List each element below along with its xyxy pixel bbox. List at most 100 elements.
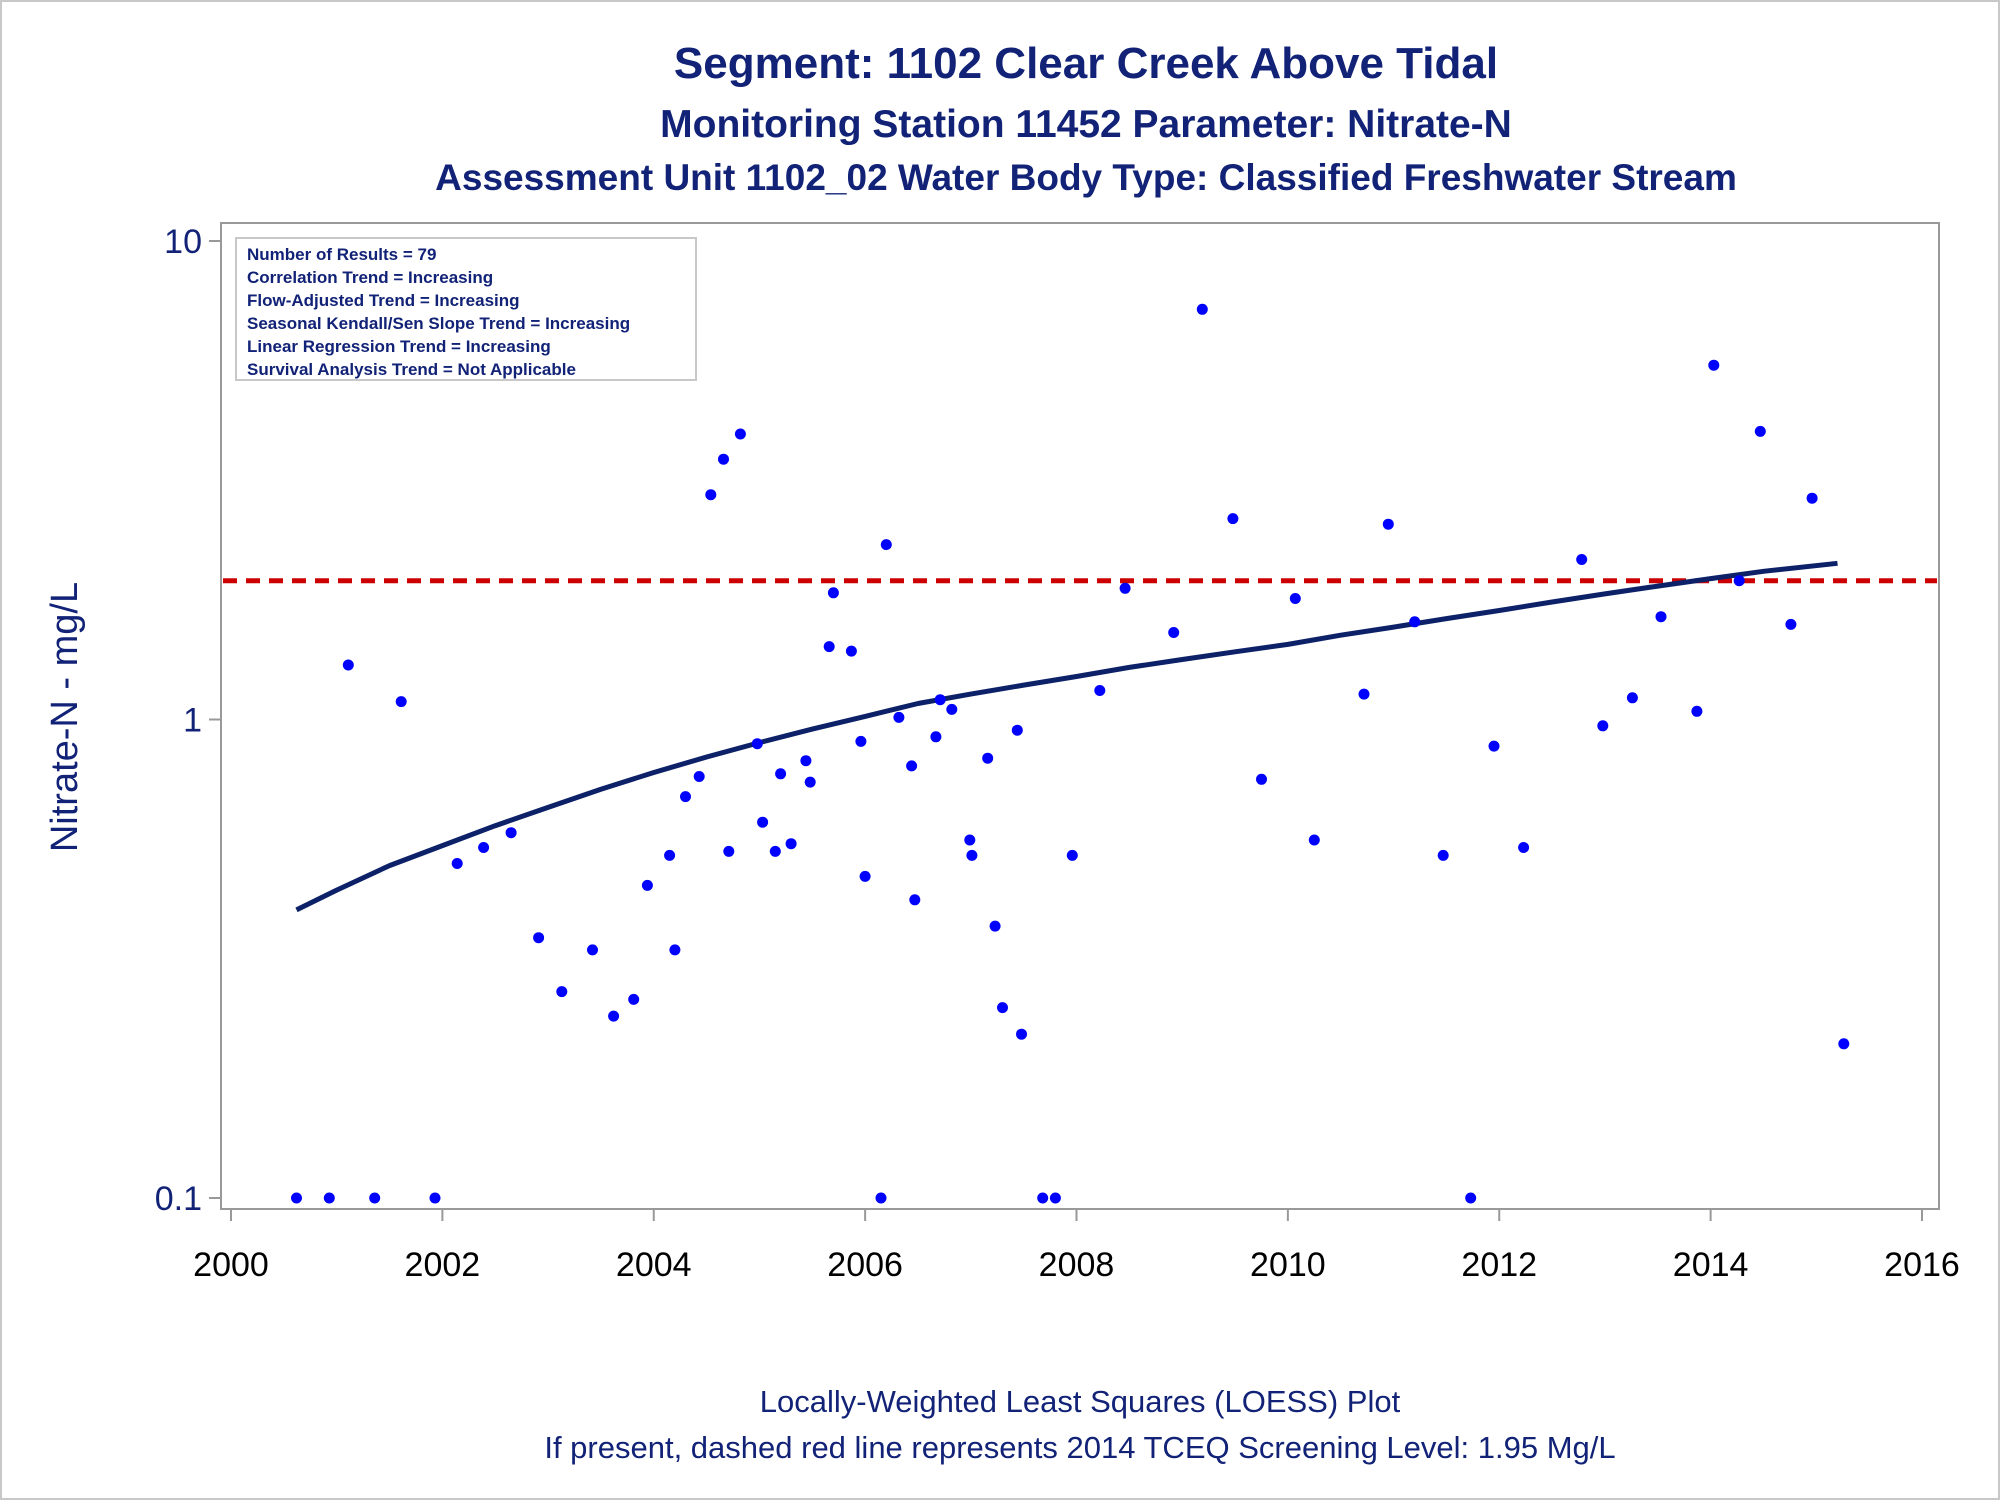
stat-seasonal-kendall-trend: Seasonal Kendall/Sen Slope Trend = Incre…	[247, 314, 630, 333]
footnote-loess: Locally-Weighted Least Squares (LOESS) P…	[760, 1384, 1401, 1419]
data-point	[1382, 518, 1394, 530]
stats-box: Number of Results = 79 Correlation Trend…	[235, 237, 697, 381]
data-point	[875, 1192, 887, 1204]
y-tick-label: 0.1	[155, 1180, 202, 1218]
data-point	[1119, 582, 1131, 594]
data-point	[342, 659, 354, 671]
data-point	[930, 731, 942, 743]
data-point	[751, 738, 763, 750]
x-tick-label: 2000	[193, 1246, 269, 1284]
x-tick-label: 2012	[1461, 1246, 1537, 1284]
data-point	[906, 760, 918, 772]
data-point	[800, 755, 812, 767]
data-point	[395, 696, 407, 708]
stat-survival-analysis-trend: Survival Analysis Trend = Not Applicable	[247, 360, 576, 379]
data-point	[1409, 616, 1421, 628]
data-point	[451, 858, 463, 869]
x-tick-label: 2008	[1039, 1246, 1115, 1284]
y-axis: 0.1 1 10	[155, 223, 221, 1218]
data-point	[1597, 720, 1609, 732]
data-point	[291, 1192, 302, 1204]
data-point	[723, 845, 735, 857]
x-axis: 2000 2002 2004 2006 2008 2010 2012 2014 2016	[193, 1209, 1960, 1284]
data-point	[669, 944, 681, 956]
data-point	[1196, 303, 1208, 315]
y-tick-label: 10	[164, 223, 202, 261]
data-point	[1011, 724, 1023, 736]
data-point	[769, 845, 781, 857]
x-tick-label: 2016	[1884, 1246, 1960, 1284]
x-tick-label: 2010	[1250, 1246, 1326, 1284]
data-point	[1465, 1192, 1477, 1204]
data-point	[1227, 513, 1239, 525]
data-point	[880, 539, 892, 551]
data-point	[855, 735, 867, 747]
chart-subtitle: Monitoring Station 11452 Parameter: Nitr…	[660, 103, 1512, 146]
data-point	[827, 587, 839, 599]
data-point	[1488, 740, 1500, 752]
data-point	[1308, 834, 1320, 846]
x-tick-label: 2004	[616, 1246, 692, 1284]
data-point	[946, 703, 958, 715]
data-point	[369, 1192, 381, 1204]
loess-layer	[295, 560, 1838, 913]
data-point	[1838, 1038, 1850, 1050]
data-point	[1733, 575, 1745, 587]
stats-box-border	[235, 237, 697, 381]
data-point	[1168, 627, 1180, 638]
data-point	[587, 944, 598, 956]
data-point	[1576, 554, 1588, 565]
data-point	[429, 1192, 441, 1204]
data-point	[323, 1192, 335, 1204]
data-point	[775, 768, 787, 780]
data-point	[997, 1002, 1008, 1014]
data-point	[734, 428, 746, 440]
stat-number-of-results: Number of Results = 79	[247, 245, 436, 264]
chart-subtitle-2: Assessment Unit 1102_02 Water Body Type:…	[435, 157, 1737, 198]
data-point	[505, 827, 517, 839]
data-point	[1016, 1028, 1027, 1040]
data-point	[785, 838, 797, 850]
data-point	[804, 776, 816, 788]
data-point	[705, 489, 717, 501]
data-point	[664, 849, 676, 861]
stat-correlation-trend: Correlation Trend = Increasing	[247, 268, 493, 287]
loess-curve	[295, 560, 1838, 913]
data-point	[1437, 849, 1449, 861]
data-point	[608, 1010, 620, 1022]
data-point	[556, 986, 568, 998]
data-point	[1256, 773, 1267, 785]
data-point	[1708, 359, 1720, 371]
data-point	[934, 694, 946, 706]
stat-linear-regression-trend: Linear Regression Trend = Increasing	[247, 337, 551, 356]
data-points-layer	[291, 303, 1850, 1204]
data-point	[1806, 492, 1818, 504]
data-point	[909, 894, 921, 906]
data-point	[757, 816, 769, 828]
data-point	[628, 993, 640, 1005]
data-point	[1785, 618, 1797, 630]
data-point	[982, 752, 994, 764]
data-point	[989, 920, 1001, 932]
x-tick-label: 2002	[405, 1246, 481, 1284]
chart-title: Segment: 1102 Clear Creek Above Tidal	[674, 39, 1498, 88]
data-point	[1094, 685, 1106, 696]
data-point	[533, 932, 545, 944]
data-point	[1655, 611, 1667, 623]
data-point	[680, 791, 691, 803]
plot-area-border	[220, 222, 1940, 1210]
x-tick-label: 2006	[827, 1246, 903, 1284]
data-point	[893, 711, 905, 723]
data-point	[966, 849, 978, 861]
data-point	[1049, 1192, 1061, 1204]
data-point	[478, 842, 490, 853]
data-point	[1691, 705, 1703, 717]
data-point	[1289, 593, 1301, 604]
x-tick-label: 2014	[1673, 1246, 1749, 1284]
y-axis-label: Nitrate-N - mg/L	[44, 582, 86, 852]
data-point	[718, 453, 729, 465]
data-point	[641, 879, 653, 891]
data-point	[1518, 842, 1530, 853]
